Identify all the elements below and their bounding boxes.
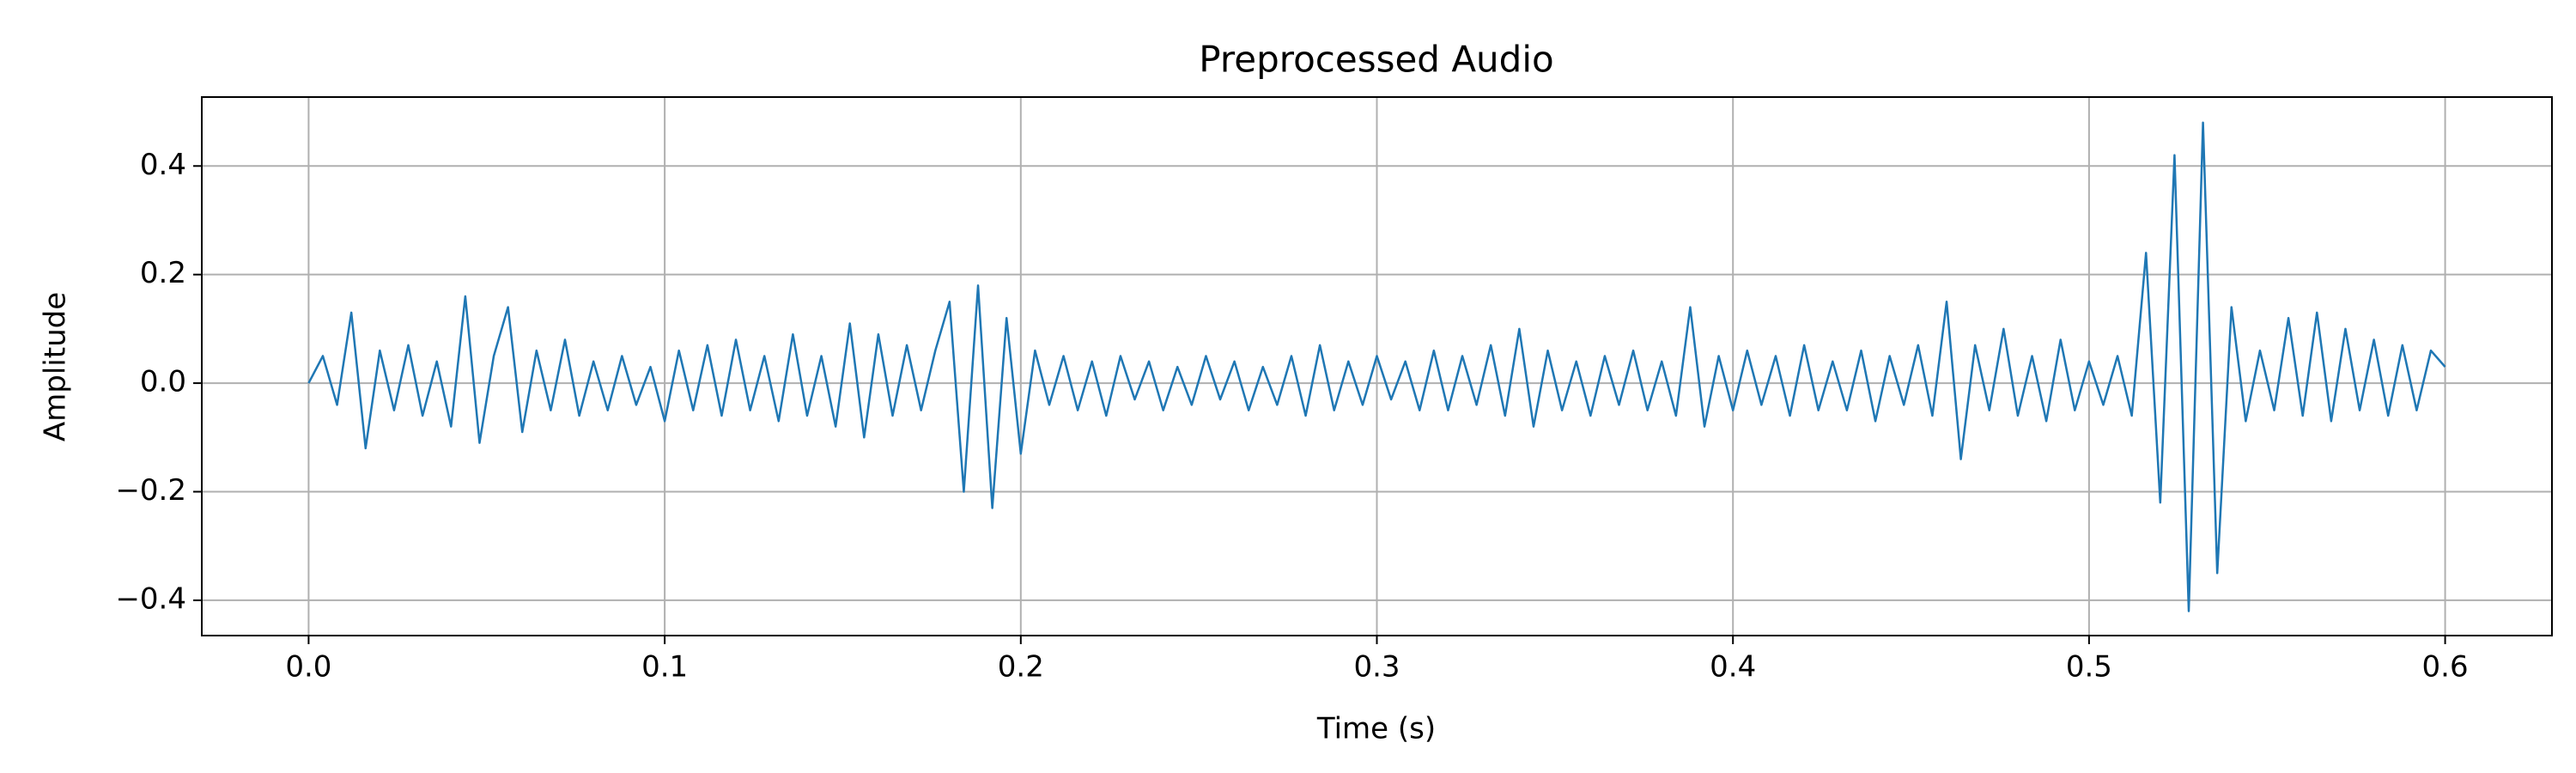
y-axis-label: Amplitude <box>39 292 73 441</box>
x-tick-label: 0.6 <box>2422 650 2469 685</box>
y-tick-label: −0.4 <box>115 581 186 616</box>
y-tick-label: 0.4 <box>140 148 186 182</box>
x-tick-label: 0.0 <box>285 650 331 685</box>
x-tick-label: 0.3 <box>1353 650 1400 685</box>
x-tick-label: 0.4 <box>1710 650 1756 685</box>
y-tick-label: 0.2 <box>140 256 186 290</box>
chart-title: Preprocessed Audio <box>1199 39 1553 81</box>
waveform-line <box>307 121 2446 612</box>
plot-frame <box>201 96 2553 636</box>
x-tick-label: 0.2 <box>998 650 1044 685</box>
x-axis-label: Time (s) <box>1316 712 1436 746</box>
y-tick-label: −0.2 <box>115 473 186 508</box>
y-tick-label: 0.0 <box>140 365 186 399</box>
x-tick-label: 0.5 <box>2066 650 2112 685</box>
x-tick-label: 0.1 <box>641 650 688 685</box>
